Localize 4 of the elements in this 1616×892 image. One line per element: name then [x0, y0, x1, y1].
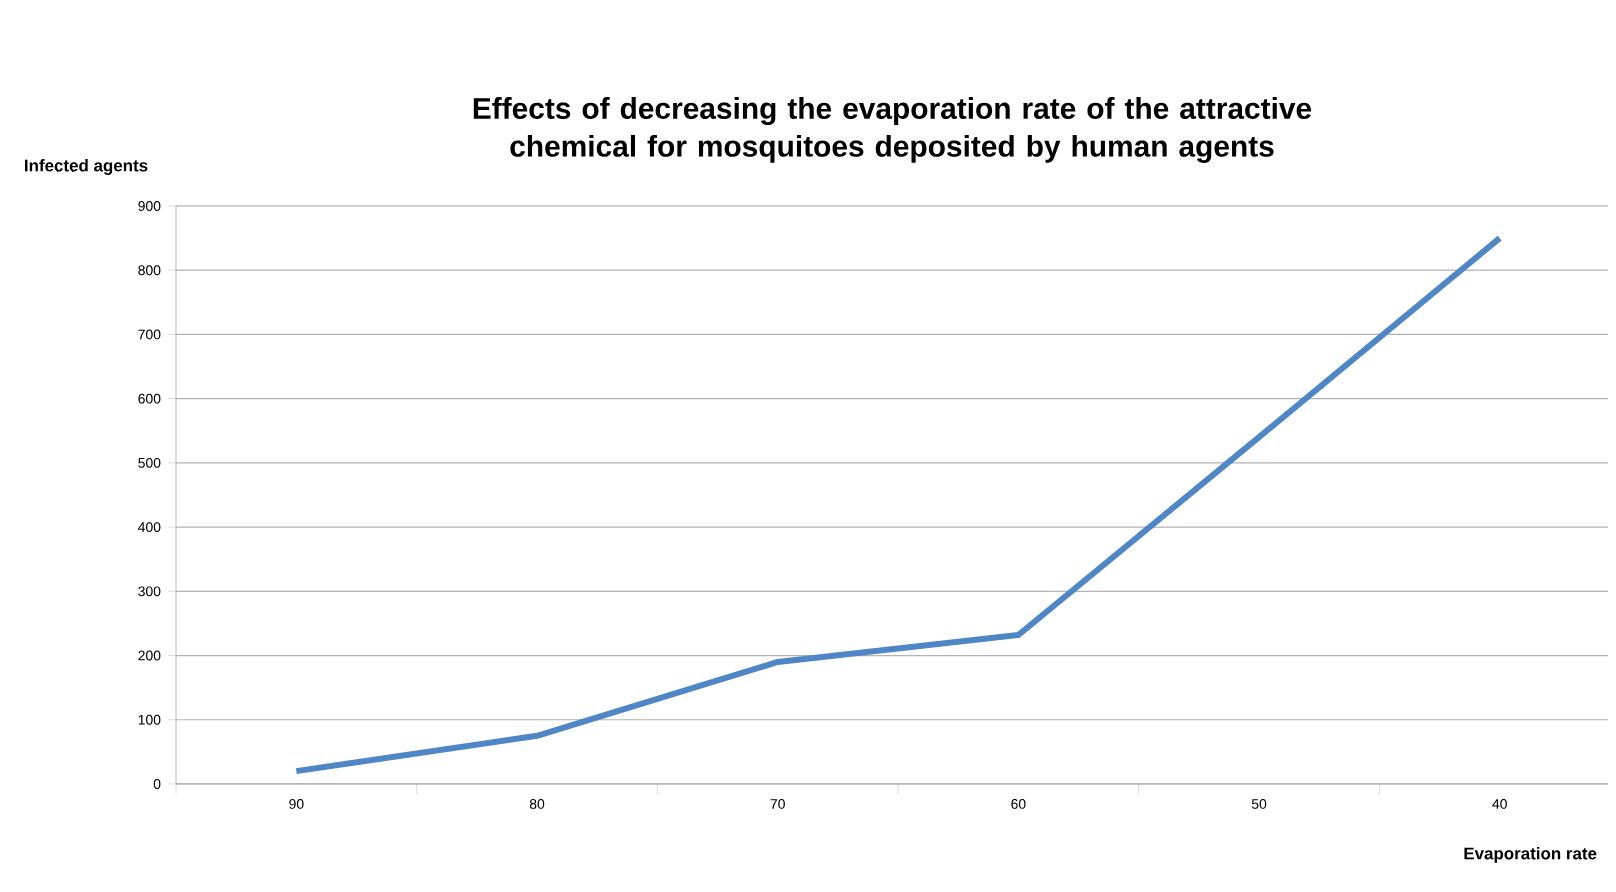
- chart-title: Effects of decreasing the evaporation rate of the attractive chemical for mosquitoes deposited by human agents: [473, 97, 1312, 163]
- x-axis-title: Evaporation rate: [1464, 847, 1597, 863]
- y-axis-title: Infected agents: [25, 159, 148, 175]
- line-series: [293, 235, 1503, 775]
